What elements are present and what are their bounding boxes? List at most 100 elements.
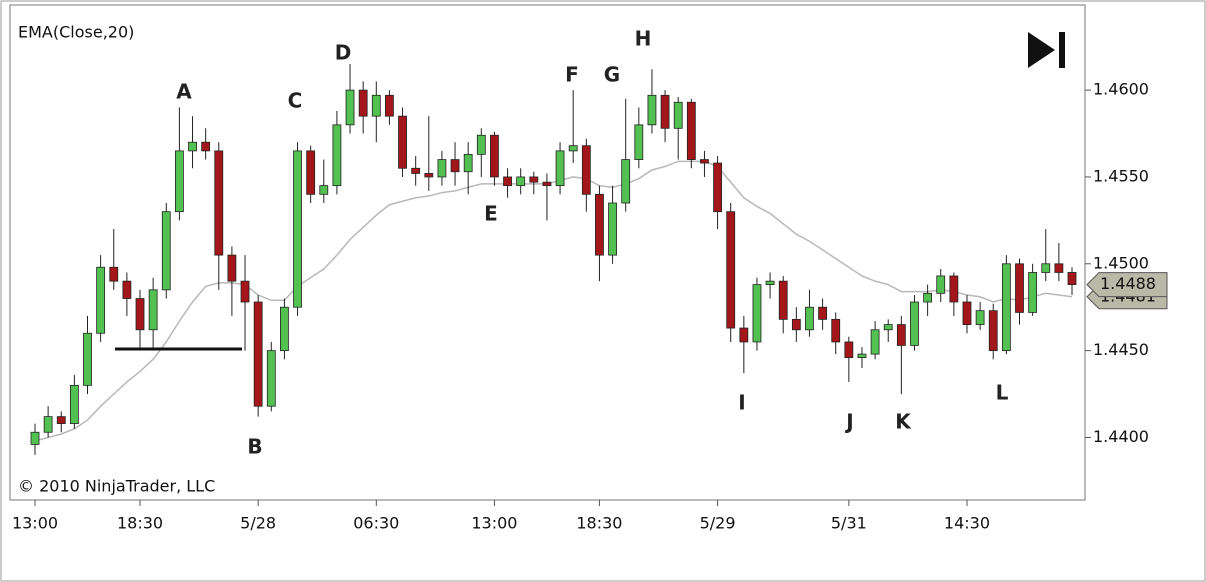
x-tick-label: 13:00 <box>12 514 58 533</box>
candle-body <box>660 94 670 129</box>
candle-body <box>778 280 788 320</box>
y-tick-label: 1.4450 <box>1093 340 1149 359</box>
annotation: E <box>484 202 498 226</box>
candle-body <box>109 266 119 282</box>
candle-body <box>752 284 762 343</box>
candle-body <box>647 94 657 126</box>
annotation: C <box>288 89 303 113</box>
x-tick-label: 06:30 <box>353 514 399 533</box>
x-tick-label: 13:00 <box>471 514 517 533</box>
annotation: F <box>565 63 579 87</box>
candle-body <box>791 318 801 331</box>
candle-body <box>831 318 841 343</box>
candle-body <box>56 416 66 424</box>
candle-body <box>476 134 486 155</box>
candle-body <box>450 159 460 173</box>
play-icon <box>1028 32 1065 68</box>
candle-body <box>726 211 736 329</box>
candle-body <box>1041 263 1051 273</box>
x-tick-label: 14:30 <box>944 514 990 533</box>
candle-body <box>148 289 158 331</box>
candle-body <box>411 167 421 174</box>
last-price-tag <box>1086 272 1168 298</box>
copyright: © 2010 NinjaTrader, LLC <box>18 477 215 496</box>
candle-body <box>345 89 355 126</box>
x-tick-label: 18:30 <box>117 514 163 533</box>
annotation: L <box>996 381 1009 405</box>
candle-body <box>188 141 197 152</box>
candle-body <box>201 141 211 152</box>
candle-body <box>43 416 53 433</box>
indicator-label: EMA(Close,20) <box>18 23 134 42</box>
candle-body <box>1028 272 1038 313</box>
y-tick-label: 1.4600 <box>1093 80 1149 99</box>
annotation: I <box>738 391 745 415</box>
candle-body <box>621 159 631 204</box>
candle-body <box>96 266 106 334</box>
candle-body <box>1054 263 1064 273</box>
marks <box>30 64 1077 455</box>
candle-body <box>857 353 867 358</box>
candle-body <box>174 150 184 213</box>
candle-body <box>713 162 722 213</box>
candle-body <box>69 384 79 424</box>
x-tick-label: 5/31 <box>831 514 867 533</box>
candle-body <box>214 150 224 256</box>
candle-body <box>1001 263 1011 352</box>
candle-body <box>161 211 171 291</box>
candle-body <box>844 341 854 358</box>
candle-body <box>910 301 919 346</box>
candle-body <box>673 101 683 129</box>
last-price-label: 1.4488 <box>1100 274 1156 293</box>
candle-body <box>555 150 565 187</box>
candle-body <box>686 101 696 160</box>
candle-body <box>385 94 394 117</box>
candle-body <box>358 89 368 117</box>
candle-body <box>240 280 250 303</box>
annotation: A <box>176 80 192 104</box>
candle-body <box>1067 272 1077 286</box>
candle-body <box>700 159 709 164</box>
annotation: D <box>335 41 352 65</box>
candle-body <box>975 310 985 325</box>
candle-body <box>883 324 893 331</box>
candle-body <box>765 280 775 286</box>
candle-body <box>266 350 276 407</box>
candle-body <box>332 124 342 187</box>
annotation: H <box>635 27 652 51</box>
candle-body <box>293 150 302 308</box>
candle-body <box>371 94 381 117</box>
annotation: G <box>604 63 620 87</box>
candle-body <box>463 153 473 173</box>
candle-body <box>949 275 959 303</box>
candle-body <box>595 193 604 256</box>
candle-body <box>962 301 972 325</box>
candle-body <box>870 329 880 355</box>
candle-body <box>529 176 539 183</box>
candle-body <box>227 254 237 282</box>
candle-body <box>253 301 263 407</box>
candle-body <box>280 306 289 352</box>
plot-area <box>9 4 1086 501</box>
annotation: J <box>844 410 853 434</box>
x-tick-label: 5/29 <box>700 514 736 533</box>
candle-body <box>135 298 145 331</box>
candle-body <box>516 176 526 187</box>
candle-body <box>490 134 499 178</box>
y-tick-label: 1.4500 <box>1093 253 1149 272</box>
candle-body <box>988 310 998 352</box>
candle-body <box>818 306 827 320</box>
candle-body <box>805 306 814 331</box>
candle-body <box>398 115 407 169</box>
annotation: B <box>247 435 262 459</box>
x-tick-label: 18:30 <box>576 514 622 533</box>
ema-line <box>34 160 1073 442</box>
candle-body <box>122 280 132 299</box>
candle-body <box>306 150 316 195</box>
y-tick-label: 1.4400 <box>1093 427 1149 446</box>
candle-body <box>581 145 591 195</box>
candle-body <box>936 275 946 294</box>
candle-body <box>503 176 512 187</box>
candle-body <box>923 292 933 303</box>
